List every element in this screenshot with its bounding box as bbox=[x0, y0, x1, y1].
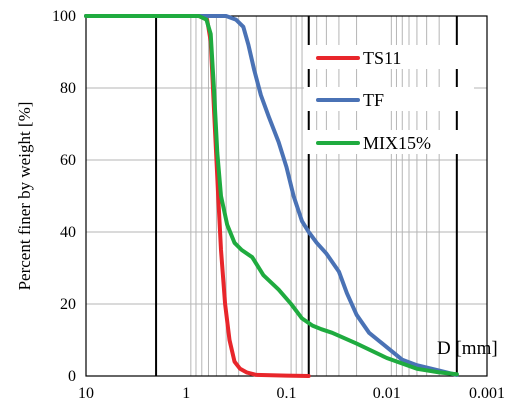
y-tick-labels: 0 20 40 60 80 100 bbox=[52, 8, 76, 385]
major-gridlines bbox=[86, 16, 487, 376]
x-tick-label: 1 bbox=[182, 385, 190, 402]
series-line-tf bbox=[84, 14, 459, 377]
minor-gridlines bbox=[190, 16, 458, 376]
y-tick-label: 0 bbox=[68, 368, 76, 385]
x-axis-label: D [mm] bbox=[437, 338, 498, 359]
x-tick-label: 0.01 bbox=[373, 385, 401, 402]
y-axis-label: Percent finer by weight [%] bbox=[15, 102, 34, 291]
x-tick-labels: 10 1 0.1 0.01 0.001 bbox=[78, 385, 505, 402]
y-tick-label: 20 bbox=[60, 296, 76, 313]
x-tick-label: 0.001 bbox=[469, 385, 505, 402]
x-tick-label: 0.1 bbox=[277, 385, 297, 402]
y-tick-label: 80 bbox=[60, 80, 76, 97]
series-line-mix15 bbox=[84, 14, 459, 377]
series-lines bbox=[84, 14, 459, 378]
legend-label: TF bbox=[363, 90, 384, 110]
y-tick-label: 40 bbox=[60, 224, 76, 241]
legend-label: TS11 bbox=[363, 48, 401, 68]
x-tick-label: 10 bbox=[78, 385, 94, 402]
y-tick-label: 60 bbox=[60, 152, 76, 169]
legend: TS11 TF MIX15% bbox=[304, 45, 474, 154]
y-tick-label: 100 bbox=[52, 8, 76, 25]
legend-label: MIX15% bbox=[363, 133, 431, 153]
